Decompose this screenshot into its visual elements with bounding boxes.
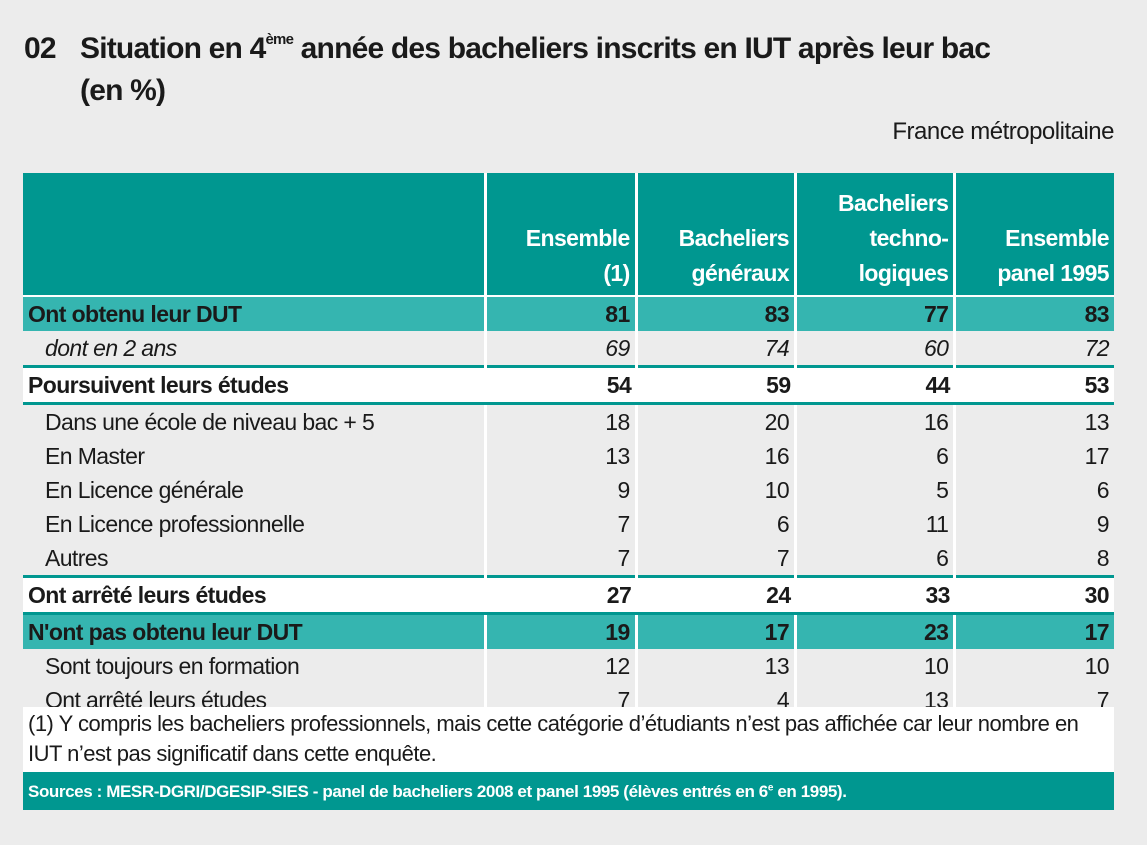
column-header-line: Bacheliers xyxy=(678,225,790,251)
column-header: Ensemble (1) xyxy=(483,173,637,296)
cell-value: 69 xyxy=(483,331,637,367)
header-empty xyxy=(23,173,486,296)
cell-value: 13 xyxy=(953,403,1114,439)
cell-value: 83 xyxy=(953,295,1114,331)
cell-value: 72 xyxy=(953,331,1114,367)
cell-value: 16 xyxy=(634,439,796,473)
table-row: N'ont pas obtenu leur DUT 19 17 23 17 xyxy=(23,612,1114,649)
cell-value: 5 xyxy=(794,473,955,507)
cell-value: 8 xyxy=(953,541,1114,577)
cell-value: 17 xyxy=(953,439,1114,473)
cell-value: 53 xyxy=(954,365,1114,405)
sources-text-end: en 1995). xyxy=(773,782,847,801)
cell-value: 10 xyxy=(953,649,1114,683)
cell-value: 81 xyxy=(483,295,637,331)
table-row: Ont arrêté leurs études 27 24 33 30 xyxy=(23,575,1114,615)
row-label: En Licence générale xyxy=(23,473,486,507)
cell-value: 12 xyxy=(483,649,637,683)
header-row: Ensemble (1) Bacheliers généraux Bacheliers t… xyxy=(23,173,1114,296)
cell-value: 44 xyxy=(795,365,955,405)
cell-value: 27 xyxy=(485,575,637,615)
title-unit: (en %) xyxy=(80,74,166,107)
cell-value: 9 xyxy=(483,473,637,507)
footnote: (1) Y compris les bacheliers professionn… xyxy=(23,707,1114,774)
table-number: 02 xyxy=(24,32,57,65)
cell-value: 6 xyxy=(794,541,955,577)
row-label: En Master xyxy=(23,439,486,473)
table-row: dont en 2 ans 69 74 60 72 xyxy=(23,331,1114,367)
cell-value: 10 xyxy=(634,473,796,507)
cell-value: 20 xyxy=(634,403,796,439)
cell-value: 18 xyxy=(483,403,637,439)
cell-value: 59 xyxy=(636,365,796,405)
cell-value: 11 xyxy=(794,507,955,541)
column-header-line: panel 1995 xyxy=(997,260,1109,286)
column-header: Ensemble panel 1995 xyxy=(953,173,1114,296)
cell-value: 16 xyxy=(794,403,955,439)
table-row: Dans une école de niveau bac + 5 18 20 16 13 xyxy=(23,403,1114,439)
cell-value: 6 xyxy=(794,439,955,473)
cell-value: 13 xyxy=(483,439,637,473)
cell-value: 17 xyxy=(634,612,796,649)
column-header-line: (1) xyxy=(603,260,630,286)
cell-value: 7 xyxy=(634,541,796,577)
cell-value: 83 xyxy=(634,295,796,331)
cell-value: 77 xyxy=(794,295,955,331)
table-row: En Master 13 16 6 17 xyxy=(23,439,1114,473)
scope-label: France métropolitaine xyxy=(892,118,1114,145)
cell-value: 17 xyxy=(953,612,1114,649)
column-header-line: Ensemble xyxy=(525,225,630,251)
cell-value: 19 xyxy=(483,612,637,649)
column-header: Bacheliers généraux xyxy=(634,173,796,296)
column-header-line: Bacheliers xyxy=(838,190,949,216)
table-row: Autres 7 7 6 8 xyxy=(23,541,1114,577)
sources: Sources : MESR-DGRI/DGESIP-SIES - panel … xyxy=(23,772,1114,810)
sources-sup: e xyxy=(767,782,774,794)
table-row: Ont obtenu leur DUT 81 83 77 83 xyxy=(23,295,1114,331)
data-table: Ensemble (1) Bacheliers généraux Bacheliers t… xyxy=(23,173,1114,717)
cell-value: 10 xyxy=(794,649,955,683)
cell-value: 30 xyxy=(954,575,1114,615)
table-title: 02 Situation en 4ème année des bacheliers… xyxy=(24,28,1124,112)
column-header-line: logiques xyxy=(858,260,949,286)
column-header: Bacheliers techno-logiques xyxy=(794,173,955,296)
table-row: Poursuivent leurs études 54 59 44 53 xyxy=(23,365,1114,405)
title-sup: ème xyxy=(265,31,294,48)
cell-value: 74 xyxy=(634,331,796,367)
title-text: Situation en 4 xyxy=(80,32,266,65)
row-label: Dans une école de niveau bac + 5 xyxy=(23,403,486,439)
cell-value: 23 xyxy=(794,612,955,649)
row-label: Sont toujours en formation xyxy=(23,649,486,683)
column-header-line: généraux xyxy=(691,260,790,286)
cell-value: 33 xyxy=(795,575,955,615)
row-label: En Licence professionnelle xyxy=(23,507,486,541)
cell-value: 24 xyxy=(636,575,796,615)
table-row: En Licence professionnelle 7 6 11 9 xyxy=(23,507,1114,541)
cell-value: 13 xyxy=(634,649,796,683)
row-label: Poursuivent leurs études xyxy=(23,365,486,405)
cell-value: 7 xyxy=(483,541,637,577)
column-header-line: techno- xyxy=(869,225,949,251)
cell-value: 60 xyxy=(794,331,955,367)
row-label: Ont arrêté leurs études xyxy=(23,575,486,615)
table-row: Sont toujours en formation 12 13 10 10 xyxy=(23,649,1114,683)
sources-text: Sources : MESR-DGRI/DGESIP-SIES - panel … xyxy=(28,782,768,801)
cell-value: 9 xyxy=(953,507,1114,541)
table-row: En Licence générale 9 10 5 6 xyxy=(23,473,1114,507)
row-label: Ont obtenu leur DUT xyxy=(23,295,486,331)
cell-value: 54 xyxy=(485,365,637,405)
row-label: Autres xyxy=(23,541,486,577)
title-text-end: année des bacheliers inscrits en IUT apr… xyxy=(293,32,991,65)
row-label: N'ont pas obtenu leur DUT xyxy=(23,612,486,649)
row-label: dont en 2 ans xyxy=(23,331,486,367)
column-header-line: Ensemble xyxy=(1005,225,1109,251)
cell-value: 6 xyxy=(634,507,796,541)
cell-value: 6 xyxy=(953,473,1114,507)
cell-value: 7 xyxy=(483,507,637,541)
